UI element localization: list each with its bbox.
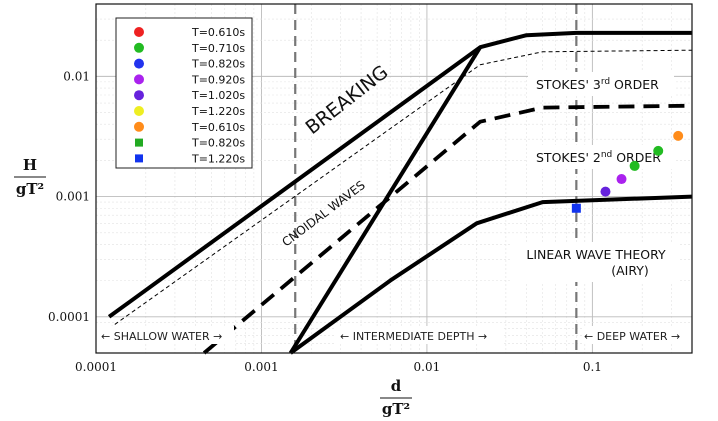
x-label-numerator: d xyxy=(391,377,402,395)
y-tick-label: 0.01 xyxy=(63,69,90,83)
boundary-line-0 xyxy=(107,30,692,319)
legend-marker-circle xyxy=(134,90,144,101)
x-tick-label: 0.01 xyxy=(414,360,441,374)
legend-label: T=0.610s xyxy=(191,26,245,39)
stokes2-rest: ORDER xyxy=(612,150,661,165)
data-point-square xyxy=(571,203,581,213)
y-axis-label: H gT² xyxy=(14,156,46,198)
shallow-water-label: ← SHALLOW WATER → xyxy=(101,330,222,343)
legend-label: T=1.220s xyxy=(191,105,245,118)
legend-label: T=0.820s xyxy=(191,58,245,71)
depth-labels: ← SHALLOW WATER → ← INTERMEDIATE DEPTH →… xyxy=(96,326,690,344)
legend-marker-circle xyxy=(134,58,144,69)
x-tick-label: 0.1 xyxy=(583,360,602,374)
legend-label: T=0.710s xyxy=(191,42,245,55)
legend-marker-circle xyxy=(134,106,144,116)
depth-separators xyxy=(294,4,578,353)
legend-label: T=0.920s xyxy=(191,73,245,86)
legend-label: T=0.820s xyxy=(191,137,245,150)
tick-labels: 0.0001 0.001 0.01 0.1 0.0001 0.001 0.01 xyxy=(48,69,602,374)
legend-marker-square xyxy=(135,138,143,147)
deep-water-label: ← DEEP WATER → xyxy=(584,330,680,343)
x-tick-label: 0.0001 xyxy=(75,360,117,374)
x-axis-label: d gT² xyxy=(380,377,412,418)
stokes2-sup: nd xyxy=(601,150,612,160)
svg-text:STOKES' 3rd ORDER: STOKES' 3rd ORDER xyxy=(536,77,659,92)
region-labels: BREAKING CNOIDAL WAVES STOKES' 3rd ORDER… xyxy=(279,61,680,282)
x-tick-label: 0.001 xyxy=(244,360,278,374)
data-point-circle xyxy=(616,174,627,185)
linear-line2: (AIRY) xyxy=(611,263,649,278)
y-label-denominator: gT² xyxy=(16,180,44,198)
data-points xyxy=(571,130,684,213)
legend-marker-circle xyxy=(134,121,144,132)
data-point-circle xyxy=(653,145,664,156)
legend-marker-circle xyxy=(134,74,144,85)
stokes3-sup: rd xyxy=(601,77,610,87)
x-label-denominator: gT² xyxy=(382,400,410,418)
legend-marker-circle xyxy=(134,27,144,37)
intermediate-depth-label: ← INTERMEDIATE DEPTH → xyxy=(340,330,487,343)
y-label-numerator: H xyxy=(23,156,37,174)
linear-line1: LINEAR WAVE THEORY xyxy=(526,247,666,262)
legend-label: T=0.610s xyxy=(191,121,245,134)
regime-boundaries xyxy=(107,30,693,355)
legend-marker-circle xyxy=(134,42,144,53)
legend-label: T=1.020s xyxy=(191,89,245,102)
boundary-line-4 xyxy=(289,194,693,355)
plot-frame xyxy=(95,3,693,354)
linear-wave-theory-label: LINEAR WAVE THEORY (AIRY) xyxy=(512,242,680,282)
data-point-circle xyxy=(600,186,611,197)
stokes2-text: STOKES' 2 xyxy=(536,150,601,165)
legend: T=0.610s T=0.710s T=0.820s T=0.920s T=1.020s… xyxy=(115,17,253,169)
stokes-third-order-label: STOKES' 3rd ORDER xyxy=(528,72,674,96)
legend-label: T=1.220s xyxy=(191,152,245,165)
boundary-line-1 xyxy=(108,49,693,329)
stokes3-rest: ORDER xyxy=(610,77,659,92)
y-tick-label: 0.0001 xyxy=(48,310,90,324)
y-tick-label: 0.001 xyxy=(56,190,90,204)
data-point-circle xyxy=(673,130,684,141)
stokes-second-order-label: STOKES' 2nd ORDER xyxy=(528,145,674,169)
svg-text:STOKES' 2nd ORDER: STOKES' 2nd ORDER xyxy=(536,150,661,165)
cnoidal-label: CNOIDAL WAVES xyxy=(279,178,367,249)
legend-marker-square xyxy=(135,154,143,163)
breaking-label: BREAKING xyxy=(302,61,393,139)
data-point-circle xyxy=(629,160,640,171)
boundary-line-3 xyxy=(288,46,482,355)
stokes3-text: STOKES' 3 xyxy=(536,77,601,92)
boundary-line-2 xyxy=(202,103,693,355)
